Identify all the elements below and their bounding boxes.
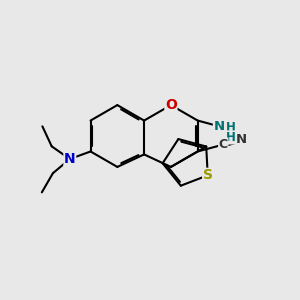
- Text: C: C: [219, 138, 228, 151]
- Text: H: H: [226, 131, 235, 144]
- Text: N: N: [236, 133, 247, 146]
- Text: N: N: [213, 120, 225, 133]
- Text: O: O: [165, 98, 177, 112]
- Text: S: S: [203, 168, 213, 182]
- Text: N: N: [64, 152, 76, 166]
- Text: H: H: [226, 121, 235, 134]
